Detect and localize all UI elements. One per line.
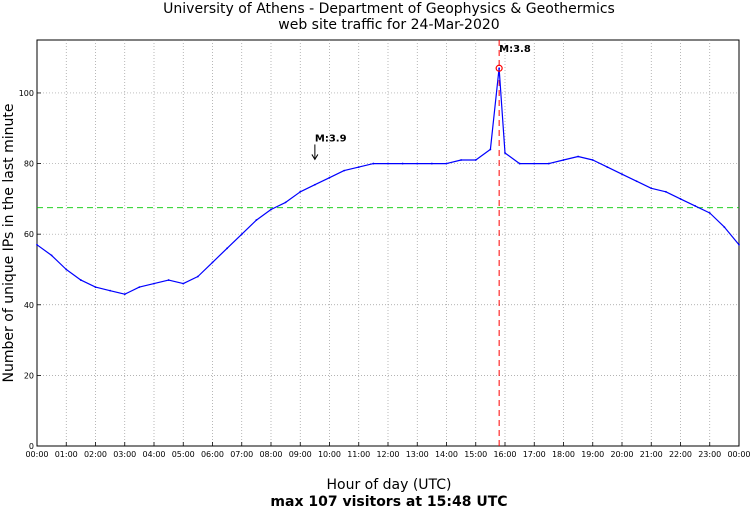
data-point bbox=[498, 67, 501, 70]
data-point bbox=[357, 166, 360, 168]
data-point bbox=[270, 208, 272, 211]
data-point bbox=[138, 286, 141, 289]
x-tick-label: 08:00 bbox=[259, 450, 282, 459]
grid bbox=[37, 40, 739, 446]
data-point bbox=[240, 233, 243, 236]
data-point bbox=[65, 268, 68, 271]
data-point bbox=[694, 205, 697, 207]
data-point bbox=[182, 282, 185, 285]
data-point bbox=[196, 275, 199, 278]
y-tick-label: 80 bbox=[24, 160, 34, 169]
data-point bbox=[445, 162, 448, 165]
x-tick-label: 01:00 bbox=[55, 450, 78, 459]
x-tick-label: 07:00 bbox=[230, 450, 253, 459]
data-point bbox=[372, 162, 375, 165]
data-point bbox=[474, 159, 477, 161]
x-tick-label: 17:00 bbox=[523, 450, 546, 459]
data-point bbox=[635, 180, 638, 183]
data-point bbox=[430, 162, 433, 165]
data-point bbox=[679, 197, 682, 200]
x-tick-label: 02:00 bbox=[84, 450, 107, 459]
reference-lines bbox=[37, 40, 739, 446]
data-point bbox=[664, 190, 667, 193]
y-axis-label: Number of unique IPs in the last minute bbox=[1, 104, 17, 383]
y-tick-label: 100 bbox=[19, 89, 34, 98]
data-point bbox=[79, 279, 82, 281]
x-tick-label: 23:00 bbox=[698, 450, 721, 459]
data-point bbox=[650, 187, 653, 190]
x-tick-label: 00:00 bbox=[727, 450, 750, 459]
data-point bbox=[606, 166, 609, 168]
data-point bbox=[591, 159, 594, 161]
data-point bbox=[284, 201, 287, 204]
data-point bbox=[504, 152, 506, 154]
y-axis-ticks: 0 20 40 60 80 100 bbox=[19, 89, 41, 451]
annotation-label: M:3.8 bbox=[499, 44, 531, 55]
data-point bbox=[708, 212, 711, 214]
x-tick-label: 13:00 bbox=[406, 450, 429, 459]
data-point bbox=[255, 219, 258, 221]
data-point bbox=[167, 279, 170, 281]
x-tick-label: 11:00 bbox=[347, 450, 370, 459]
data-point bbox=[313, 183, 316, 186]
annotation-label: M:3.9 bbox=[315, 133, 347, 144]
data-point bbox=[94, 286, 97, 289]
data-point bbox=[328, 176, 331, 179]
peak-marker bbox=[495, 64, 503, 72]
data-point bbox=[109, 289, 112, 292]
y-tick-label: 20 bbox=[24, 371, 34, 380]
data-point bbox=[123, 293, 126, 296]
y-tick-label: 0 bbox=[29, 442, 34, 451]
annotation-arrow-head bbox=[311, 154, 319, 161]
y-tick-label: 60 bbox=[24, 230, 34, 239]
x-tick-label: 12:00 bbox=[376, 450, 399, 459]
data-point bbox=[343, 169, 346, 172]
x-axis-ticks: 00:00 01:00 02:00 03:00 04:00 05:00 06:00 07:00… bbox=[25, 442, 750, 459]
y-tick-label: 40 bbox=[24, 301, 34, 310]
data-point bbox=[533, 162, 536, 165]
data-point bbox=[50, 254, 53, 257]
data-point bbox=[226, 247, 229, 250]
chart-title: University of Athens - Department of Geo… bbox=[163, 1, 615, 17]
x-tick-label: 00:00 bbox=[25, 450, 48, 459]
data-point bbox=[577, 155, 580, 158]
data-point bbox=[299, 190, 302, 193]
chart-subtitle: web site traffic for 24-Mar-2020 bbox=[278, 17, 499, 33]
x-tick-label: 14:00 bbox=[435, 450, 458, 459]
x-axis-label: Hour of day (UTC) bbox=[327, 477, 452, 493]
series-line-0 bbox=[36, 67, 740, 295]
data-point bbox=[211, 261, 214, 264]
data-point bbox=[723, 226, 726, 229]
data-point bbox=[36, 243, 38, 246]
data-point bbox=[621, 173, 623, 176]
data-point bbox=[460, 159, 463, 161]
x-tick-label: 03:00 bbox=[113, 450, 136, 459]
x-tick-label: 05:00 bbox=[172, 450, 195, 459]
x-tick-label: 20:00 bbox=[610, 450, 633, 459]
x-tick-label: 15:00 bbox=[464, 450, 487, 459]
x-tick-label: 18:00 bbox=[552, 450, 575, 459]
data-point bbox=[401, 162, 404, 165]
data-point bbox=[416, 162, 419, 165]
data-point bbox=[387, 162, 389, 165]
x-tick-label: 06:00 bbox=[201, 450, 224, 459]
annotations: M:3.9 M:3.8 bbox=[311, 44, 531, 161]
data-point bbox=[153, 282, 155, 285]
x-tick-label: 04:00 bbox=[142, 450, 165, 459]
data-point bbox=[562, 159, 565, 161]
x-tick-label: 22:00 bbox=[669, 450, 692, 459]
x-tick-label: 09:00 bbox=[289, 450, 312, 459]
x-tick-label: 16:00 bbox=[493, 450, 516, 459]
x-axis-sublabel: max 107 visitors at 15:48 UTC bbox=[270, 494, 507, 510]
data-point bbox=[489, 148, 492, 151]
data-point bbox=[547, 162, 550, 165]
data-point bbox=[738, 243, 740, 246]
data-point bbox=[518, 162, 521, 165]
x-tick-label: 21:00 bbox=[640, 450, 663, 459]
series-layer bbox=[36, 67, 740, 296]
x-tick-label: 10:00 bbox=[318, 450, 341, 459]
x-tick-label: 19:00 bbox=[581, 450, 604, 459]
